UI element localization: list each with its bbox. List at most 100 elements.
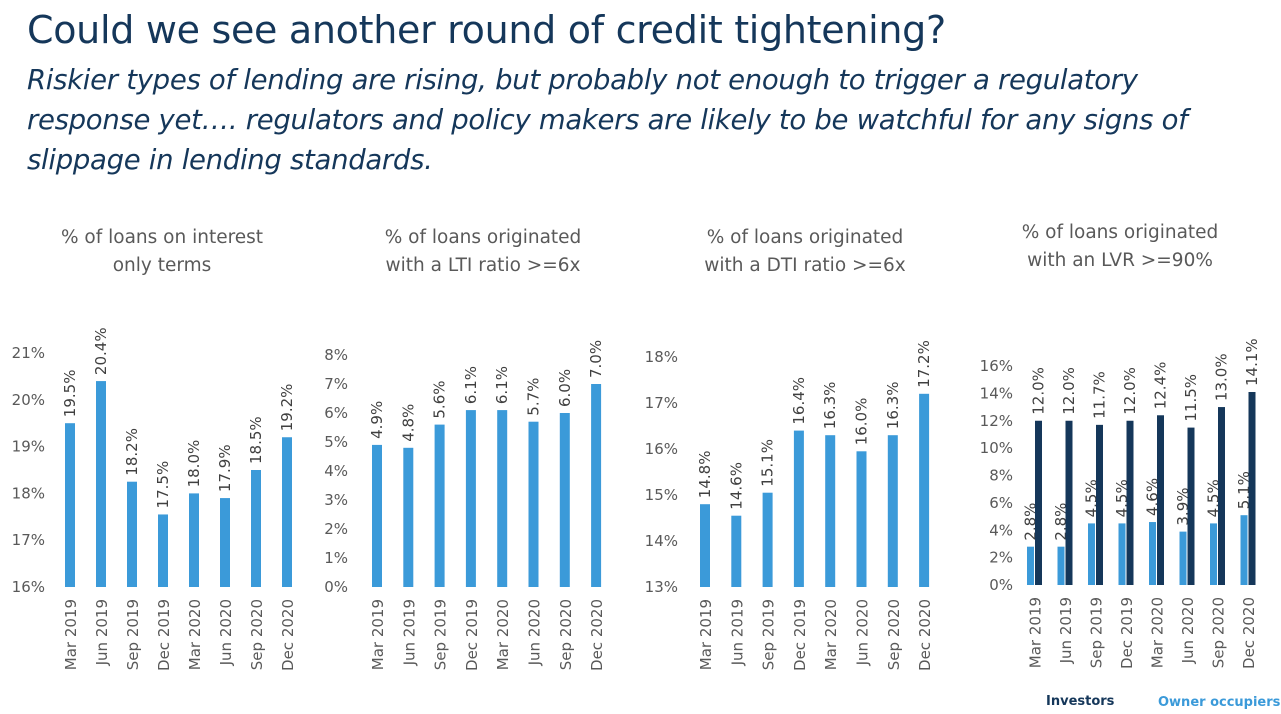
data-label: 14.1%: [1243, 338, 1261, 386]
bar: [825, 435, 836, 587]
bar: [497, 410, 508, 587]
bar: [1088, 523, 1095, 585]
y-tick-label: 17%: [12, 531, 45, 549]
data-label: 6.0%: [556, 369, 574, 407]
x-tick-label: Dec 2020: [916, 599, 934, 671]
data-label: 17.9%: [216, 444, 234, 492]
x-tick-label: Sep 2020: [1210, 597, 1228, 668]
x-tick-label: Dec 2019: [1118, 597, 1136, 669]
data-label: 5.6%: [431, 380, 449, 418]
bar: [1248, 392, 1256, 585]
legend-investors: Investors: [1046, 694, 1115, 709]
x-tick-label: Mar 2020: [186, 599, 204, 670]
x-tick-label: Jun 2020: [526, 599, 544, 666]
data-label: 11.7%: [1091, 371, 1109, 419]
page-subtitle: Riskier types of lending are rising, but…: [27, 64, 1188, 176]
chart-1: % of loans on interest only terms 16% 17% 18…: [12, 227, 297, 671]
data-label: 12.4%: [1152, 362, 1170, 410]
y-tick-label: 0%: [989, 576, 1013, 594]
data-label: 18.5%: [247, 416, 265, 464]
x-tick-label: Sep 2019: [760, 599, 778, 670]
bar: [1187, 427, 1195, 585]
data-label: 19.5%: [61, 370, 79, 418]
page-title: Could we see another round of credit tig…: [27, 8, 946, 52]
bar: [731, 515, 742, 587]
x-tick-label: Jun 2019: [728, 599, 746, 666]
y-tick-label: 1%: [324, 549, 348, 567]
y-tick-label: 6%: [324, 404, 348, 422]
y-tick-label: 16%: [645, 440, 678, 458]
bar: [1065, 420, 1073, 585]
y-tick-label: 14%: [980, 384, 1013, 402]
bar: [1210, 523, 1217, 585]
bar: [282, 437, 292, 587]
bar: [1126, 420, 1134, 585]
chart-title-line: % of loans originated: [385, 227, 582, 248]
bar: [189, 493, 199, 587]
data-label: 12.0%: [1060, 367, 1078, 415]
data-label: 16.3%: [884, 382, 902, 430]
legend-owner-occupiers: Owner occupiers: [1158, 695, 1281, 710]
y-tick-label: 10%: [980, 439, 1013, 457]
x-tick-label: Mar 2019: [62, 599, 80, 670]
bar: [465, 410, 476, 587]
bar: [96, 381, 106, 587]
bar: [1218, 407, 1225, 585]
chart-title-line: with a LTI ratio >=6x: [386, 255, 581, 276]
chart-3: % of loans originated with a DTI ratio >=…: [645, 227, 934, 671]
bar: [887, 435, 898, 587]
data-label: 15.1%: [759, 439, 777, 487]
y-tick-label: 4%: [324, 462, 348, 480]
bar: [434, 424, 445, 587]
y-tick-label: 17%: [645, 394, 678, 412]
x-tick-label: Mar 2019: [369, 599, 387, 670]
bar: [700, 504, 710, 587]
bar: [158, 514, 168, 587]
bar: [1027, 546, 1034, 585]
x-tick-label: Mar 2020: [822, 599, 840, 670]
y-tick-label: 21%: [12, 344, 45, 362]
bar: [220, 498, 230, 587]
chart-title-line: only terms: [113, 255, 212, 276]
y-tick-label: 5%: [324, 433, 348, 451]
bar: [251, 470, 261, 587]
bar: [559, 413, 570, 587]
bar: [528, 421, 539, 587]
x-tick-label: Sep 2019: [1088, 597, 1106, 668]
x-tick-label: Sep 2020: [248, 599, 266, 670]
x-tick-label: Jun 2019: [93, 599, 111, 666]
x-tick-label: Sep 2020: [885, 599, 903, 670]
bar: [1118, 523, 1126, 585]
data-label: 4.9%: [368, 401, 386, 439]
chart-2: % of loans originated with a LTI ratio >=…: [324, 227, 606, 671]
chart-title-line: % of loans on interest: [61, 227, 263, 248]
bar: [1179, 531, 1187, 585]
data-label: 12.0%: [1030, 367, 1048, 415]
data-label: 5.7%: [525, 378, 543, 416]
bar: [591, 384, 602, 587]
y-tick-label: 15%: [645, 486, 678, 504]
bar: [762, 492, 773, 587]
data-label: 18.0%: [185, 440, 203, 488]
y-tick-label: 18%: [645, 348, 678, 366]
data-label: 12.0%: [1121, 367, 1139, 415]
y-tick-label: 14%: [645, 532, 678, 550]
y-tick-label: 4%: [989, 521, 1013, 539]
data-label: 17.5%: [154, 461, 172, 509]
data-label: 7.0%: [587, 340, 605, 378]
y-tick-label: 8%: [989, 467, 1013, 485]
bar: [403, 447, 414, 587]
x-tick-label: Jun 2020: [217, 599, 235, 666]
bar: [856, 451, 867, 587]
chart-title-line: % of loans originated: [1022, 222, 1219, 243]
y-tick-label: 2%: [989, 549, 1013, 567]
data-label: 16.4%: [790, 377, 808, 425]
x-tick-label: Mar 2020: [1149, 597, 1167, 668]
y-tick-label: 6%: [989, 494, 1013, 512]
data-label: 4.8%: [399, 404, 417, 442]
x-tick-label: Jun 2019: [400, 599, 418, 666]
y-tick-label: 13%: [645, 578, 678, 596]
data-label: 17.2%: [915, 340, 933, 388]
x-tick-label: Sep 2019: [124, 599, 142, 670]
